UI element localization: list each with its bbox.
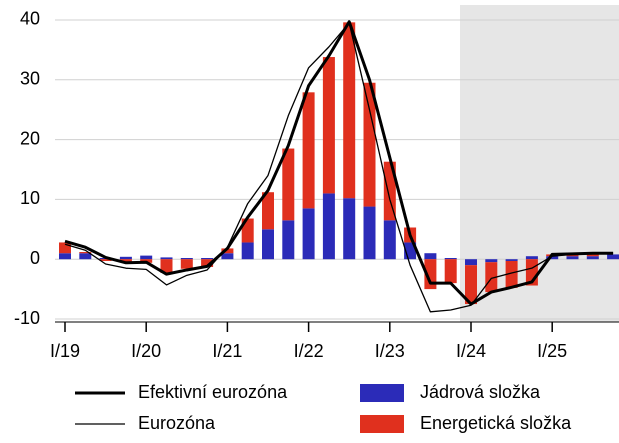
- bar: [59, 242, 71, 254]
- x-tick-label: I/21: [212, 341, 242, 361]
- y-tick-label: 10: [20, 188, 40, 208]
- bar: [59, 253, 71, 260]
- bar: [322, 193, 335, 260]
- y-tick-label: -10: [14, 308, 40, 328]
- bar: [262, 192, 274, 230]
- bar: [119, 259, 132, 263]
- bar: [99, 259, 112, 261]
- x-tick-label: I/20: [131, 341, 161, 361]
- y-tick-label: 40: [20, 9, 40, 29]
- bar: [302, 208, 315, 260]
- bar: [343, 22, 356, 199]
- bar: [262, 229, 274, 260]
- legend-label: Jádrová složka: [420, 382, 541, 402]
- bar: [363, 206, 376, 260]
- x-tick-label: I/23: [375, 341, 405, 361]
- forecast-area: [460, 5, 619, 322]
- bar: [343, 198, 356, 260]
- bar: [607, 254, 619, 260]
- bar: [201, 258, 214, 260]
- bar: [465, 259, 477, 266]
- legend-label: Energetická složka: [420, 413, 572, 433]
- x-tick-label: I/25: [537, 341, 567, 361]
- bar: [180, 259, 193, 269]
- legend-label: Efektivní eurozóna: [138, 382, 288, 402]
- bar: [119, 256, 132, 260]
- bar: [180, 258, 193, 260]
- y-tick-label: 0: [30, 248, 40, 268]
- legend-label: Eurozóna: [138, 413, 216, 433]
- bar: [79, 253, 92, 260]
- bar: [221, 253, 234, 260]
- bar: [201, 259, 214, 267]
- line: [64, 20, 614, 306]
- line: [64, 22, 614, 313]
- bar: [546, 256, 559, 260]
- bar: [363, 82, 376, 207]
- legend-swatch: [360, 415, 404, 433]
- y-tick-label: 30: [20, 69, 40, 89]
- bar: [525, 256, 538, 260]
- bar: [586, 256, 599, 260]
- bar: [566, 256, 579, 260]
- legend-swatch: [360, 384, 404, 402]
- bar: [79, 252, 92, 254]
- bar: [465, 265, 477, 305]
- bar: [302, 92, 315, 209]
- bar: [444, 259, 457, 284]
- bar: [444, 258, 457, 260]
- bar: [322, 57, 335, 194]
- bar: [282, 148, 295, 221]
- bar: [241, 242, 254, 260]
- bar: [160, 259, 173, 273]
- bar: [221, 248, 234, 254]
- bar: [383, 161, 396, 221]
- bar: [566, 255, 579, 257]
- bar: [505, 260, 518, 288]
- bar: [160, 257, 173, 260]
- bar: [485, 259, 498, 263]
- bar: [140, 255, 153, 260]
- bar: [485, 262, 498, 293]
- bar: [383, 220, 396, 260]
- bar: [282, 220, 295, 260]
- y-tick-label: 20: [20, 128, 40, 148]
- bar: [424, 253, 437, 260]
- bar: [505, 259, 518, 261]
- bar: [586, 254, 599, 257]
- x-tick-label: I/24: [456, 341, 486, 361]
- x-tick-label: I/19: [50, 341, 80, 361]
- x-tick-label: I/22: [294, 341, 324, 361]
